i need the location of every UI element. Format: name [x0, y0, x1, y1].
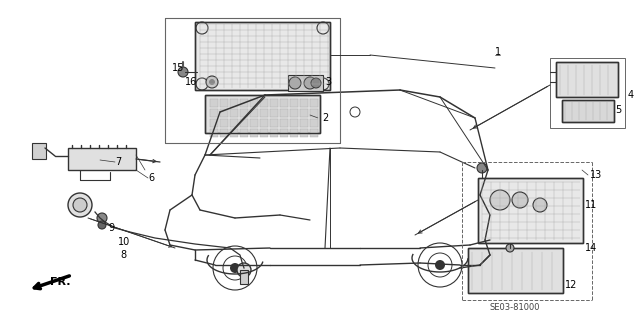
Bar — [240, 109, 248, 117]
Text: 16: 16 — [185, 77, 197, 87]
Bar — [230, 119, 238, 127]
Text: 13: 13 — [590, 170, 602, 180]
Circle shape — [512, 192, 528, 208]
Bar — [280, 119, 288, 127]
Circle shape — [98, 221, 106, 229]
Text: 15: 15 — [172, 63, 184, 73]
Circle shape — [97, 213, 107, 223]
Circle shape — [435, 260, 445, 270]
Bar — [280, 129, 288, 137]
Text: 10: 10 — [118, 237, 131, 247]
Bar — [300, 119, 308, 127]
Text: 6: 6 — [148, 173, 154, 183]
Bar — [310, 99, 318, 107]
Bar — [310, 109, 318, 117]
Circle shape — [306, 121, 314, 129]
Bar — [240, 270, 248, 284]
Bar — [270, 129, 278, 137]
Bar — [68, 148, 136, 170]
Bar — [300, 129, 308, 137]
Circle shape — [230, 263, 240, 273]
Bar — [562, 100, 614, 122]
Bar — [205, 95, 320, 133]
Circle shape — [477, 163, 487, 173]
Circle shape — [311, 78, 321, 88]
Bar — [240, 99, 248, 107]
Bar — [195, 22, 330, 90]
Bar — [310, 119, 318, 127]
Circle shape — [73, 198, 87, 212]
Bar — [478, 178, 583, 243]
Bar — [468, 248, 563, 293]
Bar — [270, 119, 278, 127]
Bar — [220, 129, 228, 137]
Bar — [260, 99, 268, 107]
Bar — [260, 109, 268, 117]
Bar — [260, 129, 268, 137]
Bar — [270, 99, 278, 107]
Bar — [210, 99, 218, 107]
Bar — [280, 99, 288, 107]
Bar — [205, 95, 320, 133]
Bar — [270, 109, 278, 117]
Text: 14: 14 — [585, 243, 597, 253]
Bar — [250, 99, 258, 107]
Text: 12: 12 — [565, 280, 577, 290]
Bar — [300, 109, 308, 117]
Bar — [250, 119, 258, 127]
Bar — [556, 62, 618, 97]
Text: SE03-81000: SE03-81000 — [490, 303, 541, 313]
Circle shape — [209, 79, 215, 85]
Bar — [300, 99, 308, 107]
Text: FR.: FR. — [50, 277, 70, 287]
Bar — [556, 62, 618, 97]
Bar — [468, 248, 563, 293]
Bar — [210, 109, 218, 117]
Text: 8: 8 — [120, 250, 126, 260]
Bar — [220, 99, 228, 107]
Circle shape — [533, 198, 547, 212]
Bar — [250, 109, 258, 117]
Bar — [220, 109, 228, 117]
Bar — [230, 109, 238, 117]
Circle shape — [490, 190, 510, 210]
Bar — [220, 119, 228, 127]
Bar — [260, 119, 268, 127]
Bar — [310, 129, 318, 137]
Bar — [240, 119, 248, 127]
Bar — [550, 58, 625, 128]
Bar — [230, 129, 238, 137]
Circle shape — [289, 77, 301, 89]
Text: 3: 3 — [325, 77, 331, 87]
Bar — [195, 22, 330, 90]
Text: 11: 11 — [585, 200, 597, 210]
Text: 1: 1 — [495, 47, 501, 57]
Bar — [290, 109, 298, 117]
Circle shape — [178, 67, 188, 77]
Text: 2: 2 — [322, 113, 328, 123]
Circle shape — [304, 77, 316, 89]
Circle shape — [506, 244, 514, 252]
Bar — [32, 143, 46, 159]
Bar — [210, 129, 218, 137]
Bar — [280, 109, 288, 117]
Text: 7: 7 — [115, 157, 121, 167]
Bar — [210, 119, 218, 127]
Bar — [250, 129, 258, 137]
Bar — [165, 18, 340, 143]
Text: 9: 9 — [108, 223, 114, 233]
Text: 5: 5 — [615, 105, 621, 115]
Bar — [288, 75, 323, 91]
Text: 4: 4 — [628, 90, 634, 100]
Bar — [290, 99, 298, 107]
Bar — [230, 99, 238, 107]
Bar — [478, 178, 583, 243]
Circle shape — [68, 193, 92, 217]
Bar — [240, 129, 248, 137]
Bar — [562, 100, 614, 122]
Circle shape — [237, 263, 251, 277]
Bar — [290, 129, 298, 137]
Circle shape — [206, 76, 218, 88]
Bar — [290, 119, 298, 127]
